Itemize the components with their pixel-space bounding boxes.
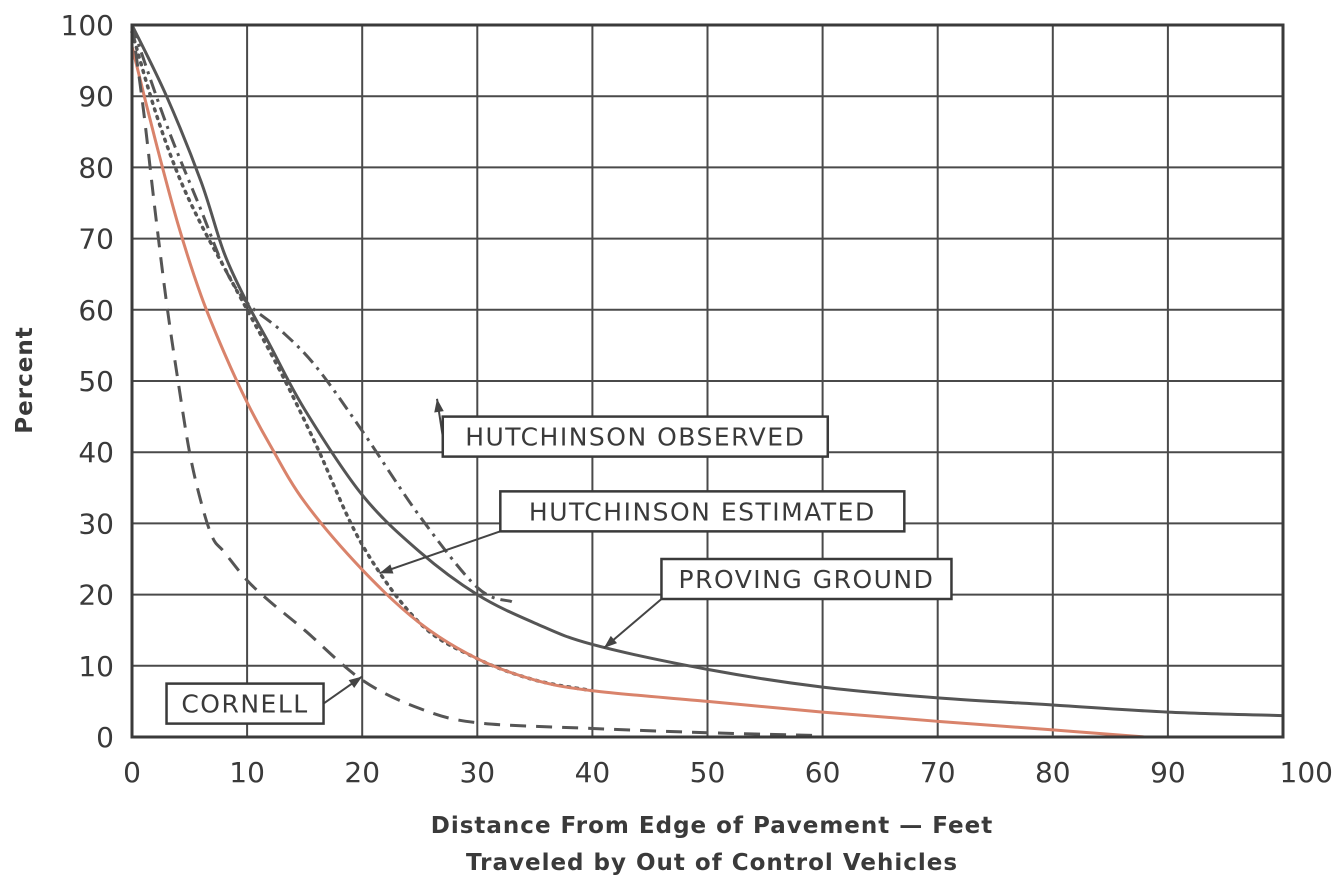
annotation-label: HUTCHINSON ESTIMATED bbox=[529, 497, 876, 526]
y-tick-label: 50 bbox=[78, 365, 114, 398]
x-tick-label: 0 bbox=[123, 756, 141, 789]
annotation-box bbox=[165, 682, 325, 725]
series-line-hutchinson-observed bbox=[130, 24, 513, 604]
x-tick-label: 80 bbox=[1035, 756, 1071, 789]
x-tick-label: 10 bbox=[229, 756, 265, 789]
series-lines bbox=[130, 24, 1284, 739]
series-line-cornell bbox=[130, 24, 823, 738]
x-axis-label-line-2: Traveled by Out of Control Vehicles bbox=[466, 850, 958, 876]
x-tick-label: 30 bbox=[459, 756, 495, 789]
annotations: HUTCHINSON OBSERVED HUTCHINSON ESTIMATED P… bbox=[165, 398, 953, 725]
series-line-unlabeled-3 bbox=[130, 45, 1145, 739]
y-tick-label: 30 bbox=[78, 507, 114, 540]
arrowhead bbox=[434, 398, 444, 413]
y-tick-label: 0 bbox=[96, 721, 114, 754]
x-tick-label: 20 bbox=[344, 756, 380, 789]
x-tick-label: 70 bbox=[920, 756, 956, 789]
annotation-label: CORNELL bbox=[181, 690, 308, 719]
y-axis-label: Percent bbox=[12, 326, 38, 433]
x-tick-label: 100 bbox=[1280, 756, 1333, 789]
arrowhead bbox=[348, 676, 363, 688]
annotation-label: PROVING GROUND bbox=[679, 565, 935, 594]
y-tick-label: 60 bbox=[78, 294, 114, 327]
tick-labels: 0 10 20 30 40 50 60 70 80 90 100 0 10 20 30 40 50 60 70 80 9… bbox=[61, 9, 1333, 789]
arrowhead bbox=[379, 564, 394, 574]
y-tick-label: 10 bbox=[78, 650, 114, 683]
plot-frame bbox=[130, 23, 1285, 739]
x-axis-label-line-1: Distance From Edge of Pavement — Feet bbox=[431, 813, 994, 839]
annotation-box bbox=[660, 557, 953, 601]
y-tick-label: 70 bbox=[78, 223, 114, 256]
x-tick-label: 60 bbox=[805, 756, 841, 789]
y-tick-label: 100 bbox=[61, 9, 114, 42]
x-tick-label: 50 bbox=[690, 756, 726, 789]
y-tick-label: 80 bbox=[78, 151, 114, 184]
y-tick-label: 40 bbox=[78, 436, 114, 469]
x-tick-label: 90 bbox=[1150, 756, 1186, 789]
annotation-arrow bbox=[379, 530, 501, 575]
arrowhead bbox=[603, 635, 618, 648]
y-tick-label: 90 bbox=[78, 80, 114, 113]
x-tick-label: 40 bbox=[575, 756, 611, 789]
series-line-proving-ground bbox=[130, 24, 1284, 718]
annotation-box bbox=[441, 415, 830, 458]
annotation-box bbox=[499, 490, 906, 533]
y-tick-label: 20 bbox=[78, 579, 114, 612]
annotation-label: HUTCHINSON OBSERVED bbox=[465, 423, 805, 452]
